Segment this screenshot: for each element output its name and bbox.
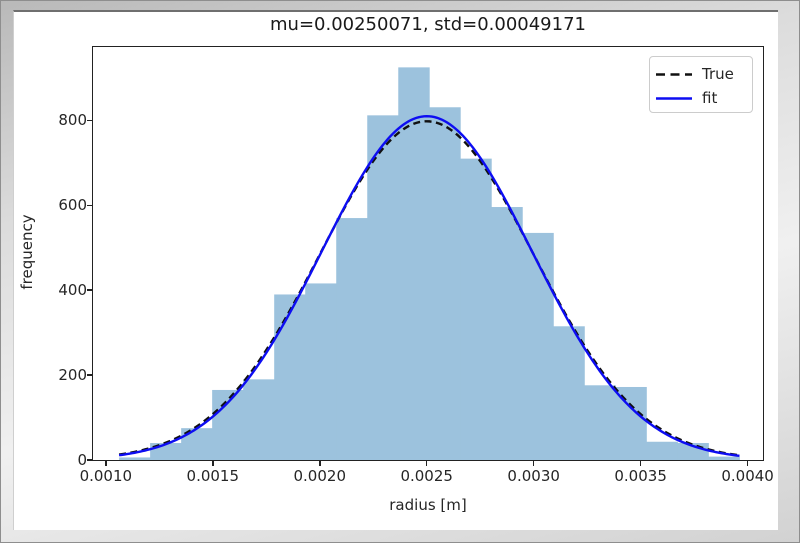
- histogram-bar: [428, 106, 461, 460]
- histogram-bar: [552, 325, 585, 460]
- legend-dashed-line-sample: [656, 72, 692, 76]
- x-tick-label: 0.0020: [293, 467, 347, 485]
- histogram-bar: [490, 206, 523, 460]
- x-tick-mark: [639, 460, 642, 466]
- legend-label-true: True: [702, 65, 734, 83]
- x-tick-mark: [319, 460, 321, 466]
- y-tick-label: 0: [77, 451, 87, 469]
- y-tick-label: 200: [58, 366, 87, 385]
- histogram-bar: [583, 384, 616, 460]
- legend-label-fit: fit: [702, 89, 718, 107]
- x-tick-label: 0.0035: [614, 467, 667, 485]
- x-tick-mark: [105, 460, 107, 466]
- x-tick-mark: [425, 460, 428, 466]
- histogram-bar: [335, 217, 368, 460]
- x-tick-label: 0.0010: [79, 467, 133, 485]
- y-tick-label: 600: [58, 196, 87, 215]
- histogram-bar: [521, 232, 554, 460]
- y-tick-mark: [86, 204, 92, 207]
- y-tick-mark: [86, 374, 92, 376]
- histogram-bar: [242, 378, 275, 460]
- histogram-bar: [459, 158, 492, 460]
- x-tick-label: 0.0025: [400, 467, 453, 485]
- histogram-bar: [118, 456, 151, 460]
- histogram-bar: [707, 456, 740, 460]
- legend-item-true: True: [655, 62, 752, 86]
- legend-item-fit: fit: [655, 86, 752, 110]
- y-tick-label: 800: [58, 111, 87, 130]
- plot-canvas: [118, 66, 740, 460]
- y-tick-mark: [86, 119, 92, 122]
- histogram-bar: [614, 386, 647, 460]
- histogram-bar: [366, 114, 399, 460]
- x-tick-label: 0.0015: [186, 467, 240, 485]
- histogram-bar: [304, 282, 337, 460]
- x-tick-label: 0.0030: [507, 467, 560, 485]
- legend-solid-line-sample: [656, 96, 692, 100]
- y-tick-label: 400: [58, 281, 87, 300]
- chart-title: mu=0.00250071, std=0.00049171: [270, 14, 586, 35]
- x-tick-mark: [532, 460, 535, 466]
- y-tick-mark: [86, 459, 92, 461]
- legend: True fit: [649, 56, 753, 113]
- histogram-bar: [645, 441, 678, 460]
- histogram-bar: [397, 66, 430, 460]
- histogram-bar: [211, 389, 244, 460]
- y-axis-label: frequency: [18, 214, 36, 290]
- y-tick-mark: [86, 289, 92, 291]
- x-axis-label: radius [m]: [389, 496, 467, 514]
- plot-area: [91, 45, 764, 461]
- true-curve: [118, 119, 740, 456]
- x-tick-label: 0.0040: [721, 467, 774, 485]
- histogram-bar: [273, 293, 306, 460]
- fit-curve: [118, 114, 740, 457]
- x-tick-mark: [212, 460, 214, 466]
- x-tick-mark: [746, 460, 749, 466]
